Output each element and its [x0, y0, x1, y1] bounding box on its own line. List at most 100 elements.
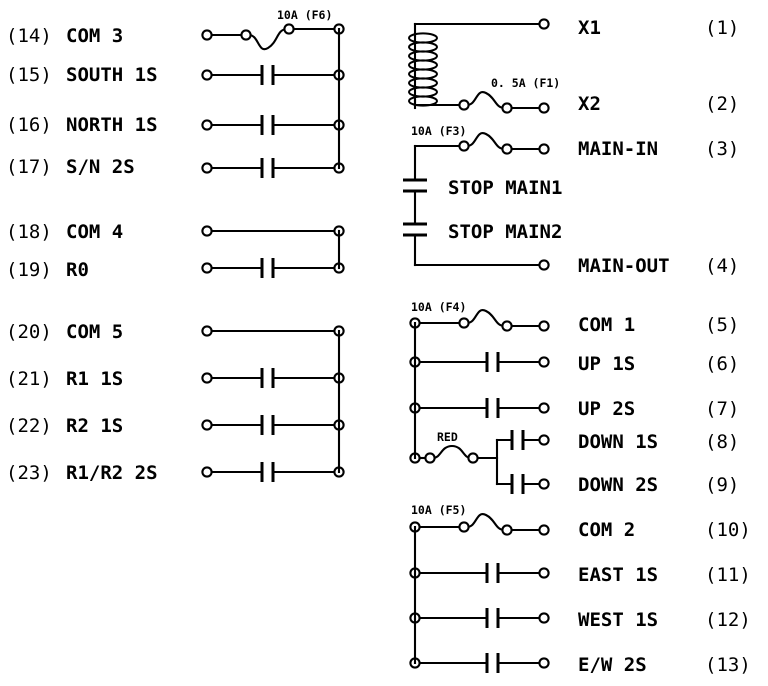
row-label-up1s: UP 1S [578, 353, 635, 375]
left-labels: (14) COM 3 (15) SOUTH 1S (16) NORTH 1S (… [6, 25, 158, 484]
row-number-14: (14) [6, 25, 52, 47]
terminal-14-fuse-a [240, 29, 252, 41]
terminal-x1 [538, 18, 550, 30]
circuit-main-group: 10A (F3) STOP MAIN1 STOP MAIN2 MAIN-IN (… [403, 124, 739, 277]
row-label-down2s: DOWN 2S [578, 474, 658, 496]
terminal-22-in [201, 419, 213, 431]
terminal-com1-fuse-b [501, 320, 513, 332]
row-number-5: (5) [705, 314, 739, 336]
row-number-13: (13) [705, 654, 751, 676]
row-number-18: (18) [6, 221, 52, 243]
row-label-r21s: R2 1S [66, 415, 123, 437]
row-number-12: (12) [705, 609, 751, 631]
row-label-down1s: DOWN 1S [578, 431, 658, 453]
circuit-com5-group [201, 325, 345, 482]
terminal-18-in [201, 225, 213, 237]
terminal-com2-fuse-b [501, 524, 513, 536]
fuse-curve-f6 [247, 27, 289, 51]
row-number-6: (6) [705, 353, 739, 375]
fuse-label-f3: 10A (F3) [411, 124, 466, 138]
label-stop-main2: STOP MAIN2 [448, 221, 562, 243]
row-label-r0: R0 [66, 259, 89, 281]
terminal-14-fuse-b [283, 23, 295, 35]
terminal-16-in [201, 119, 213, 131]
terminal-up1s-out [538, 356, 550, 368]
row-number-22: (22) [6, 415, 52, 437]
terminal-com1-out [538, 320, 550, 332]
row-label-x2: X2 [578, 93, 601, 115]
terminal-20-in [201, 325, 213, 337]
circuit-com4-group [201, 225, 345, 278]
terminal-red-a [424, 452, 436, 464]
row-label-com2: COM 2 [578, 519, 635, 541]
fuse-curve-f5 [465, 513, 507, 532]
row-label-ew2s: E/W 2S [578, 654, 647, 676]
terminal-mainin-fuse-b [501, 143, 513, 155]
row-label-com3: COM 3 [66, 25, 123, 47]
row-number-17: (17) [6, 156, 52, 178]
row-label-r1r22s: R1/R2 2S [66, 462, 158, 484]
row-label-mainout: MAIN-OUT [578, 255, 670, 277]
fuse-label-f4: 10A (F4) [411, 300, 466, 314]
terminal-east1s-out [538, 567, 550, 579]
row-number-19: (19) [6, 259, 52, 281]
terminal-mainin-fuse-a [458, 140, 470, 152]
terminal-com1-fuse-a [458, 317, 470, 329]
fuse-label-f1: 0. 5A (F1) [491, 76, 560, 90]
row-label-up2s: UP 2S [578, 398, 635, 420]
row-number-8: (8) [705, 431, 739, 453]
terminal-down1s-out [538, 434, 550, 446]
row-label-mainin: MAIN-IN [578, 138, 658, 160]
terminal-23-in [201, 466, 213, 478]
fuse-label-f5: 10A (F5) [411, 503, 466, 517]
row-number-21: (21) [6, 368, 52, 390]
switch-curve-red [431, 444, 473, 460]
row-number-1: (1) [705, 17, 739, 39]
row-label-west1s: WEST 1S [578, 609, 658, 631]
label-stop-main1: STOP MAIN1 [448, 177, 562, 199]
terminal-com2-fuse-a [458, 521, 470, 533]
terminal-17-in [201, 162, 213, 174]
terminal-ew2s-out [538, 657, 550, 669]
row-number-23: (23) [6, 462, 52, 484]
switch-label-red: RED [437, 430, 458, 444]
circuit-com3-group: 10A (F6) [201, 8, 345, 178]
terminal-15-in [201, 69, 213, 81]
fuse-curve-f3 [465, 132, 507, 151]
terminal-up2s-out [538, 402, 550, 414]
terminal-west1s-out [538, 612, 550, 624]
row-number-15: (15) [6, 64, 52, 86]
terminal-down2s-out [538, 478, 550, 490]
row-label-south1s: SOUTH 1S [66, 64, 158, 86]
row-number-16: (16) [6, 114, 52, 136]
row-number-4: (4) [705, 255, 739, 277]
terminal-21-in [201, 372, 213, 384]
row-label-sn2s: S/N 2S [66, 156, 135, 178]
terminal-x2 [538, 102, 550, 114]
row-label-com1: COM 1 [578, 314, 635, 336]
row-label-east1s: EAST 1S [578, 564, 658, 586]
row-label-x1: X1 [578, 17, 601, 39]
fuse-curve-f4 [465, 309, 507, 328]
terminal-red-b [467, 452, 479, 464]
terminal-mainout [538, 259, 550, 271]
row-label-com5: COM 5 [66, 321, 123, 343]
row-number-3: (3) [705, 138, 739, 160]
circuit-com2-group: 10A (F5) COM 2 (10) EAST 1S [409, 503, 751, 676]
row-label-r11s: R1 1S [66, 368, 123, 390]
row-number-20: (20) [6, 321, 52, 343]
row-number-11: (11) [705, 564, 751, 586]
fuse-curve-f1 [465, 91, 507, 110]
terminal-19-in [201, 262, 213, 274]
terminal-mainin [538, 143, 550, 155]
row-number-2: (2) [705, 93, 739, 115]
row-number-7: (7) [705, 398, 739, 420]
terminal-com2-out [538, 524, 550, 536]
transformer-coil-icon [408, 32, 438, 107]
row-number-9: (9) [705, 474, 739, 496]
row-label-north1s: NORTH 1S [66, 114, 158, 136]
row-label-com4: COM 4 [66, 221, 123, 243]
circuit-transformer-group: 0. 5A (F1) X1 (1) X2 (2) [408, 17, 739, 115]
